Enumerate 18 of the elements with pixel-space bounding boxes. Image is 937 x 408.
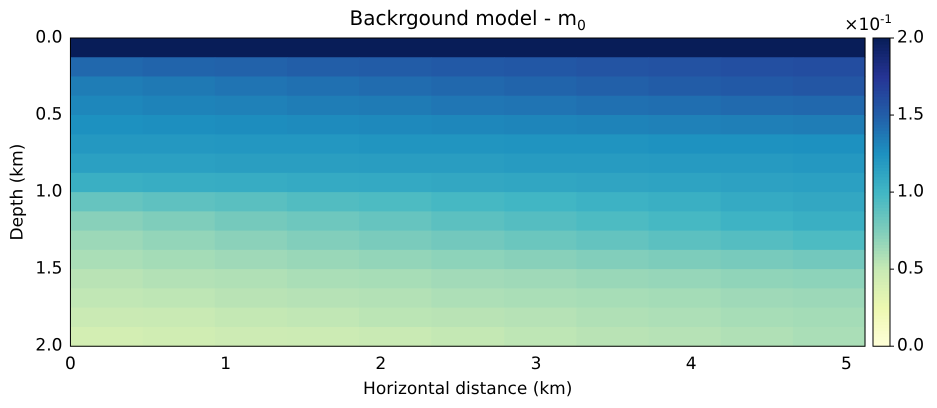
x-tick-label: 5: [840, 354, 852, 374]
y-tick-label: 0.5: [35, 104, 62, 124]
y-axis-title: Depth (km): [8, 144, 28, 241]
y-tick-label: 1.0: [35, 182, 62, 202]
color-bar-label: 0.0: [897, 336, 924, 356]
x-tick-label: 1: [220, 354, 232, 374]
y-tick-label: 1.5: [35, 258, 62, 279]
x-tick-label: 2: [375, 354, 386, 374]
y-tick-label: 2.0: [35, 336, 62, 356]
color-bar-label: 1.5: [897, 104, 924, 124]
x-tick-label: 0: [65, 354, 76, 374]
color-bar-label: 1.0: [897, 182, 924, 202]
x-tick-label: 4: [686, 354, 697, 374]
color-bar-label: 0.5: [897, 258, 924, 279]
y-tick-label: 0.0: [35, 27, 62, 48]
color-bar-label: 2.0: [897, 27, 924, 48]
x-axis-title: Horizontal distance (km): [363, 379, 572, 400]
x-tick-label: 3: [530, 354, 542, 374]
